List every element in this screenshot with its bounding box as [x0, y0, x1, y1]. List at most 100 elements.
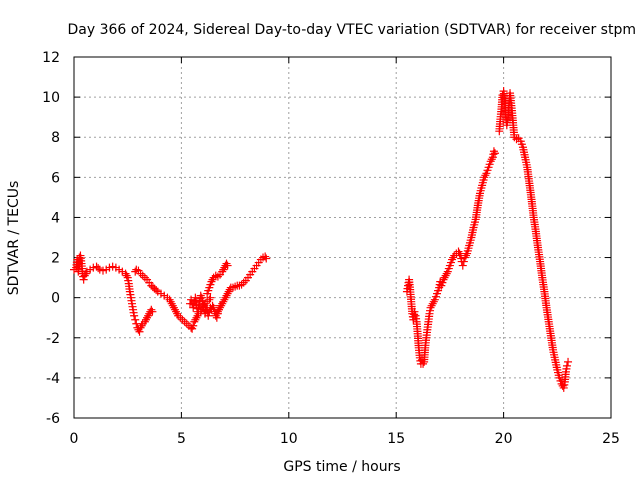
- data-point: [147, 305, 156, 314]
- data-point: [237, 280, 246, 289]
- axis-ticks: 0 5 10 15 20 25 -6 -4 -2 0 2 4 6 8 10 12: [42, 50, 620, 447]
- data-point: [221, 293, 230, 302]
- data-points: [70, 87, 573, 392]
- data-point: [410, 307, 419, 316]
- data-point: [121, 269, 130, 278]
- data-point: [205, 295, 214, 304]
- data-point: [168, 301, 177, 310]
- data-point: [182, 319, 191, 328]
- data-point: [419, 359, 428, 368]
- data-point: [486, 157, 495, 166]
- data-point: [212, 309, 221, 318]
- data-point: [220, 295, 229, 304]
- data-point: [216, 303, 225, 312]
- data-point: [440, 273, 449, 282]
- data-point: [141, 315, 150, 324]
- data-point: [75, 253, 84, 262]
- y-tick-label: -6: [46, 411, 60, 427]
- y-tick-label: 6: [51, 170, 60, 186]
- data-point: [213, 307, 222, 316]
- data-point: [152, 286, 161, 295]
- data-point: [204, 311, 213, 320]
- data-point: [460, 253, 469, 262]
- data-point: [136, 323, 145, 332]
- data-point: [144, 311, 153, 320]
- y-tick-label: 0: [51, 291, 60, 307]
- data-point: [498, 91, 507, 100]
- data-point: [130, 311, 139, 320]
- data-point: [491, 149, 500, 158]
- data-point: [211, 311, 220, 320]
- data-point: [207, 277, 216, 286]
- y-tick-label: 8: [51, 130, 60, 146]
- data-point: [79, 275, 88, 284]
- data-point: [218, 267, 227, 276]
- grid-lines: [74, 57, 611, 418]
- x-tick-label: 5: [177, 431, 186, 447]
- data-point: [448, 255, 457, 264]
- y-tick-label: 2: [51, 251, 60, 267]
- data-point: [81, 269, 90, 278]
- plot-frame: [73, 56, 612, 419]
- data-point: [148, 307, 157, 316]
- data-point: [462, 251, 471, 260]
- data-point: [166, 297, 175, 306]
- data-point: [172, 307, 181, 316]
- data-point: [222, 291, 231, 300]
- data-point: [223, 261, 232, 270]
- data-point: [219, 297, 228, 306]
- data-point: [169, 303, 178, 312]
- x-tick-label: 25: [602, 431, 620, 447]
- data-point: [143, 313, 152, 322]
- chart-title: Day 366 of 2024, Sidereal Day-to-day VTE…: [67, 22, 636, 38]
- data-point: [178, 315, 187, 324]
- data-point: [217, 301, 226, 310]
- data-point: [439, 275, 448, 284]
- data-point: [122, 271, 131, 280]
- data-point: [140, 273, 149, 282]
- data-point: [489, 147, 498, 156]
- data-point: [167, 299, 176, 308]
- data-point: [138, 271, 147, 280]
- data-point: [458, 261, 467, 270]
- y-tick-label: 4: [51, 210, 60, 226]
- data-point: [558, 381, 567, 390]
- data-point: [442, 269, 451, 278]
- x-axis-title: GPS time / hours: [283, 459, 400, 475]
- data-point: [426, 303, 435, 312]
- data-point: [428, 299, 437, 308]
- data-point: [190, 317, 199, 326]
- data-point: [214, 305, 223, 314]
- data-point: [487, 155, 496, 164]
- data-point: [449, 253, 458, 262]
- data-point: [170, 305, 179, 314]
- x-tick-label: 10: [280, 431, 298, 447]
- data-point: [80, 271, 89, 280]
- data-point: [455, 249, 464, 258]
- data-point: [429, 297, 438, 306]
- data-point: [261, 252, 270, 261]
- data-point: [480, 173, 489, 182]
- data-point: [562, 361, 571, 370]
- x-tick-label: 20: [495, 431, 513, 447]
- y-tick-label: 10: [42, 90, 60, 106]
- data-point: [165, 295, 174, 304]
- data-point: [189, 321, 198, 330]
- data-point: [191, 315, 200, 324]
- data-point: [132, 265, 141, 274]
- y-tick-label: -2: [46, 331, 60, 347]
- data-point: [219, 265, 228, 274]
- data-point: [208, 301, 217, 310]
- y-tick-label: 12: [42, 50, 60, 66]
- y-axis-title: SDTVAR / TECUs: [6, 181, 22, 296]
- data-point: [140, 317, 149, 326]
- data-point: [564, 357, 573, 366]
- data-point: [208, 275, 217, 284]
- y-tick-label: -4: [46, 371, 60, 387]
- data-point: [131, 315, 140, 324]
- data-point: [192, 313, 201, 322]
- data-point: [454, 247, 463, 256]
- data-point: [206, 293, 215, 302]
- data-point: [262, 254, 271, 263]
